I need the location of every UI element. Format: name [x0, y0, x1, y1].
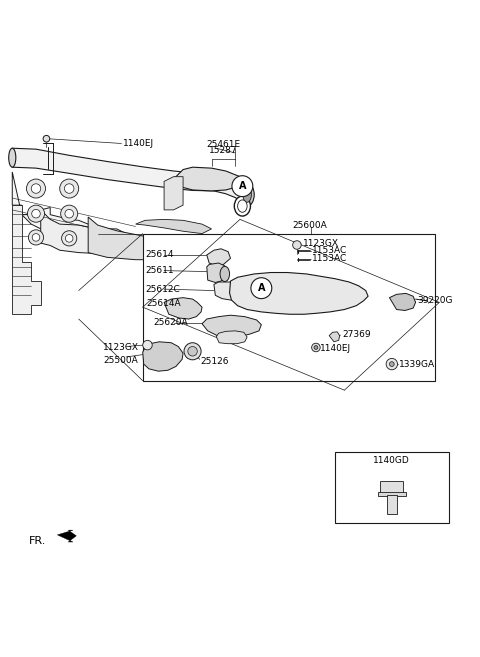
Text: 1153AC: 1153AC	[312, 246, 348, 255]
Circle shape	[64, 184, 74, 193]
Circle shape	[143, 340, 152, 350]
Ellipse shape	[238, 200, 247, 212]
Circle shape	[184, 343, 201, 360]
Text: 1123GX: 1123GX	[103, 343, 139, 352]
Polygon shape	[136, 219, 212, 234]
Polygon shape	[329, 332, 340, 342]
Text: 25612C: 25612C	[145, 284, 180, 294]
Bar	[143, 234, 434, 380]
Polygon shape	[214, 174, 245, 206]
Text: 15287: 15287	[209, 146, 238, 155]
Text: A: A	[239, 181, 246, 191]
Text: 25126: 25126	[200, 357, 228, 366]
Ellipse shape	[234, 196, 251, 216]
Circle shape	[60, 179, 79, 198]
Text: FR.: FR.	[29, 536, 46, 546]
Text: 25611: 25611	[145, 266, 174, 275]
Polygon shape	[143, 342, 183, 371]
Circle shape	[61, 231, 77, 246]
Circle shape	[188, 346, 197, 356]
Circle shape	[28, 230, 44, 245]
Ellipse shape	[243, 187, 252, 202]
Circle shape	[31, 184, 41, 193]
Polygon shape	[41, 210, 216, 263]
Circle shape	[251, 278, 272, 299]
Ellipse shape	[9, 148, 16, 167]
Text: 25461E: 25461E	[207, 140, 241, 149]
Text: 39220G: 39220G	[417, 296, 453, 305]
Polygon shape	[202, 315, 261, 337]
Polygon shape	[216, 331, 247, 344]
Circle shape	[389, 362, 394, 367]
Text: 1339GA: 1339GA	[399, 359, 435, 369]
Bar	[381, 481, 403, 493]
Circle shape	[27, 205, 45, 222]
Bar	[335, 452, 449, 523]
Polygon shape	[174, 167, 245, 191]
Circle shape	[293, 240, 301, 249]
Circle shape	[60, 205, 78, 222]
Polygon shape	[214, 282, 247, 300]
Bar	[387, 495, 396, 514]
Circle shape	[232, 175, 253, 196]
Text: 27369: 27369	[342, 330, 371, 339]
Text: 25600A: 25600A	[292, 221, 327, 229]
Ellipse shape	[220, 266, 229, 282]
Polygon shape	[207, 263, 228, 283]
Polygon shape	[88, 217, 202, 260]
Text: 1140EJ: 1140EJ	[320, 344, 351, 353]
Text: 1140GD: 1140GD	[373, 457, 410, 465]
Circle shape	[26, 179, 46, 198]
Polygon shape	[164, 298, 202, 319]
Text: 25614: 25614	[145, 250, 174, 260]
Ellipse shape	[240, 183, 254, 206]
Circle shape	[312, 343, 320, 351]
Polygon shape	[12, 172, 174, 262]
Polygon shape	[389, 294, 416, 311]
Text: 1123GX: 1123GX	[302, 238, 338, 248]
Polygon shape	[164, 177, 183, 210]
Circle shape	[65, 210, 73, 218]
Text: 25614A: 25614A	[146, 300, 180, 308]
Polygon shape	[57, 530, 76, 542]
Circle shape	[386, 358, 397, 370]
Polygon shape	[207, 249, 230, 266]
Circle shape	[43, 135, 50, 142]
Polygon shape	[12, 148, 214, 191]
Circle shape	[32, 210, 40, 218]
Text: 1153AC: 1153AC	[312, 254, 348, 263]
Text: A: A	[258, 283, 265, 293]
Polygon shape	[12, 205, 41, 314]
Circle shape	[65, 235, 73, 242]
Polygon shape	[229, 273, 368, 314]
Text: 25500A: 25500A	[103, 356, 138, 365]
Circle shape	[314, 346, 318, 350]
Text: 25620A: 25620A	[154, 318, 188, 327]
Circle shape	[32, 234, 40, 241]
Text: 1140EJ: 1140EJ	[123, 139, 154, 148]
Bar	[378, 491, 406, 495]
